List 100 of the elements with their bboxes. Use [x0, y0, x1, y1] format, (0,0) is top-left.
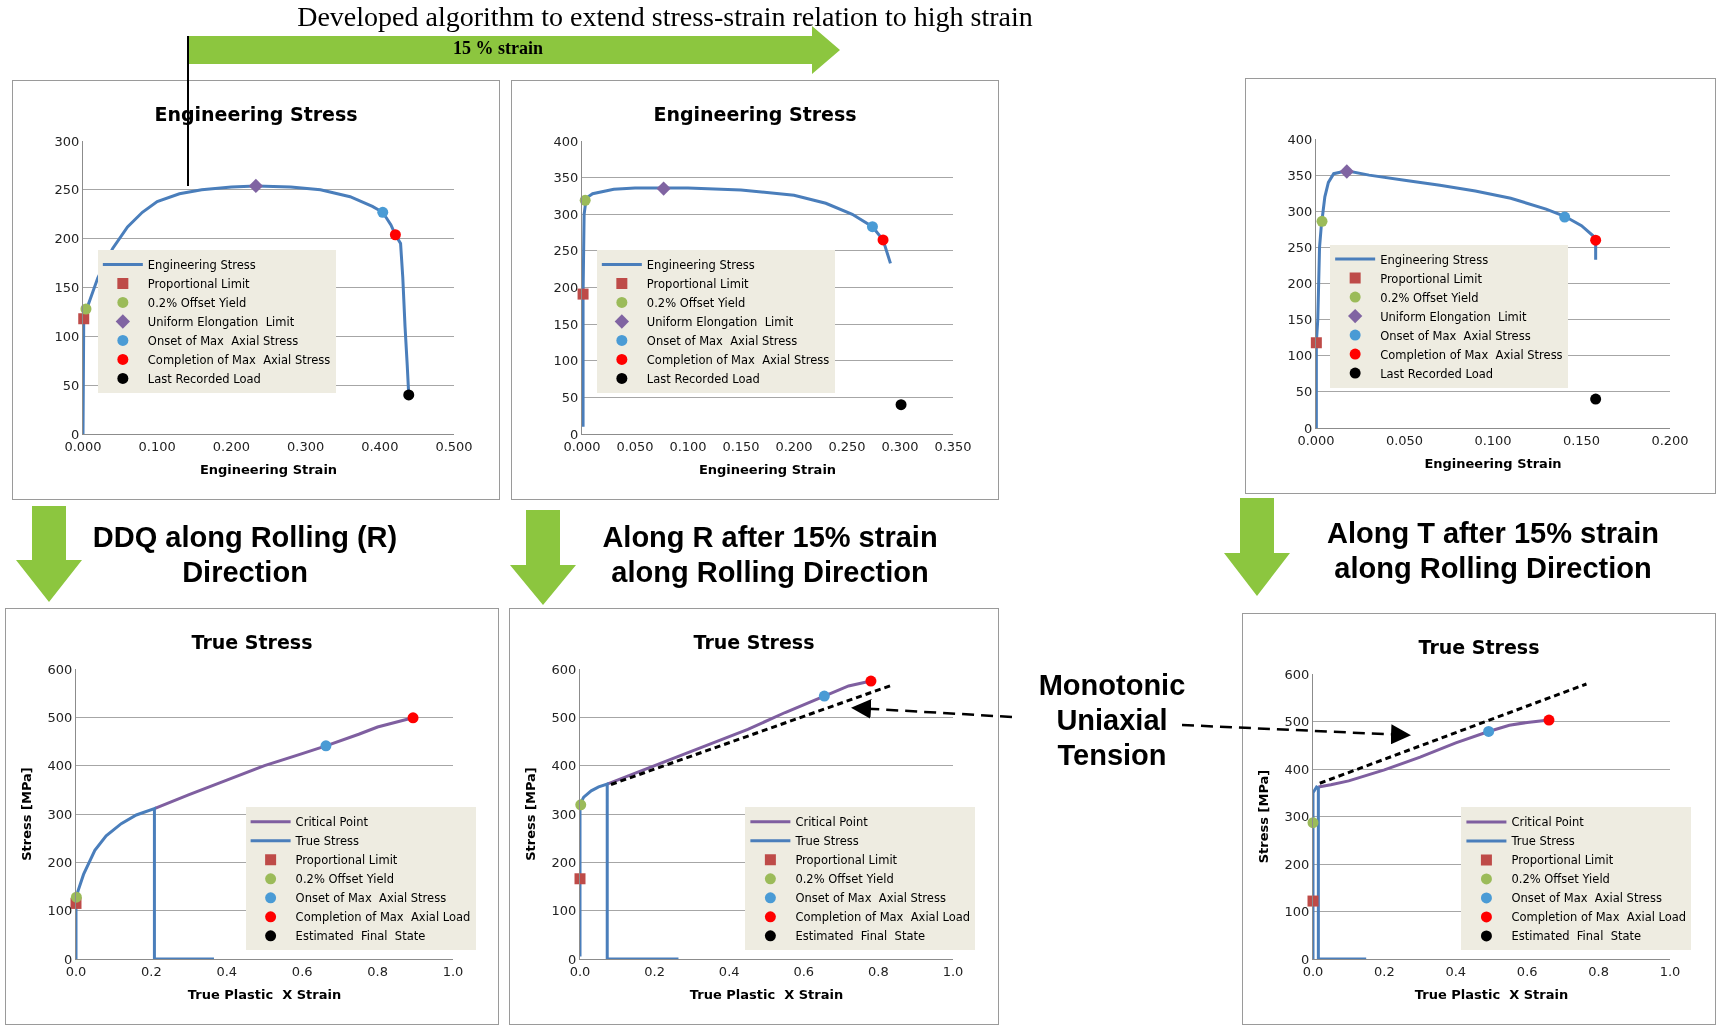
legend-label: Proportional Limit [795, 853, 898, 868]
legend-label: True Stress [294, 834, 360, 849]
legend-label: 0.2% Offset Yield [1511, 872, 1610, 887]
text: Along T after 15% strain along Rolling Direction [1326, 516, 1660, 586]
legend-label: Uniform Elongation Limit [1380, 309, 1527, 324]
x-tick-label: 0.050 [616, 438, 654, 454]
y-tick-label: 50 [62, 377, 80, 393]
y-tick-label: 150 [54, 280, 80, 296]
y-tick-label: 400 [47, 758, 73, 774]
y-tick-label: 100 [553, 353, 579, 369]
point [1559, 211, 1571, 223]
x-tick-label: 0.150 [722, 438, 760, 454]
x-tick-label: 0.250 [828, 438, 866, 454]
point [1316, 215, 1328, 227]
legend-label: Completion of Max Axial Load [795, 910, 971, 925]
point [818, 690, 830, 702]
y-tick-label: 200 [553, 280, 579, 296]
x-axis-title: Engineering Strain [698, 462, 837, 478]
y-tick-label: 250 [54, 182, 80, 198]
x-axis-title: Engineering Strain [1424, 456, 1562, 472]
y-tick-label: 100 [1287, 348, 1313, 364]
x-tick-label: 0.8 [367, 963, 388, 979]
x-tick-label: 0.8 [1588, 963, 1609, 979]
legend-label: Onset of Max Axial Stress [795, 891, 946, 906]
point [1483, 725, 1495, 737]
legend-label: Onset of Max Axial Stress [295, 891, 447, 906]
text: Along R after 15% strain along Rolling Direction [601, 520, 939, 590]
x-tick-label: 0.100 [138, 438, 176, 454]
y-tick-label: 50 [561, 389, 579, 405]
point [377, 206, 389, 218]
y-tick-label: 600 [47, 661, 73, 677]
point [866, 221, 878, 233]
x-tick-label: 0.300 [881, 438, 919, 454]
legend-label: Uniform Elongation Limit [147, 314, 295, 329]
legend-label: Completion of Max Axial Stress [1380, 347, 1563, 362]
chart-title: True Stress [693, 631, 815, 654]
y-axis-title: Stress [MPa] [19, 767, 35, 861]
legend-label: Estimated Final State [1511, 929, 1642, 944]
point [389, 229, 401, 241]
x-tick-label: 0.350 [934, 438, 972, 454]
x-tick-label: 0.500 [435, 438, 473, 454]
legend-label: Engineering Stress [1380, 252, 1489, 267]
text: 15 % strain [452, 38, 544, 60]
legend-label: Completion of Max Axial Stress [646, 352, 830, 367]
x-tick-label: 1.0 [942, 963, 964, 979]
x-axis-title: True Plastic X Strain [187, 987, 342, 1003]
y-tick-label: 500 [1284, 714, 1310, 730]
legend-label: Engineering Stress [147, 257, 256, 272]
chart-title: Engineering Stress [653, 103, 857, 126]
y-tick-label: 350 [553, 170, 579, 186]
y-tick-label: 200 [54, 231, 80, 247]
y-tick-label: 50 [1295, 384, 1313, 400]
y-tick-label: 300 [1287, 203, 1313, 219]
legend-label: Completion of Max Axial Load [295, 910, 471, 925]
legend-label: Proportional Limit [295, 853, 398, 868]
legend-label: Estimated Final State [795, 929, 926, 944]
y-tick-label: 350 [1287, 167, 1313, 183]
legend-label: Onset of Max Axial Stress [646, 333, 798, 348]
y-tick-label: 500 [551, 709, 577, 725]
legend-label: True Stress [794, 834, 859, 849]
point [895, 399, 907, 411]
x-tick-label: 0.8 [868, 963, 889, 979]
text: Developed algorithm to extend stress-strain relation to high strain [296, 0, 1034, 34]
x-tick-label: 1.0 [1659, 963, 1681, 979]
x-tick-label: 0.200 [212, 438, 251, 454]
legend-label: 0.2% Offset Yield [1380, 290, 1479, 305]
y-tick-label: 500 [47, 709, 73, 725]
y-tick-label: 100 [1284, 904, 1310, 920]
point [1339, 164, 1354, 179]
point [407, 712, 419, 724]
y-tick-label: 600 [1284, 666, 1310, 682]
y-tick-label: 600 [551, 661, 577, 677]
legend-label: Estimated Final State [295, 929, 426, 944]
y-tick-label: 250 [1287, 239, 1313, 255]
legend-label: Proportional Limit [147, 276, 251, 291]
point [403, 389, 415, 401]
point [320, 740, 332, 752]
legend-label: 0.2% Offset Yield [147, 295, 247, 310]
point [1543, 714, 1555, 726]
x-tick-label: 0.2 [141, 963, 162, 979]
y-tick-label: 250 [553, 243, 579, 259]
point [248, 178, 264, 194]
x-tick-label: 0.2 [644, 963, 665, 979]
point [1310, 337, 1322, 349]
x-tick-label: 0.4 [216, 963, 238, 979]
legend-label: 0.2% Offset Yield [646, 295, 746, 310]
x-tick-label: 0.300 [286, 438, 325, 454]
legend-label: Completion of Max Axial Load [1511, 910, 1687, 925]
y-tick-label: 100 [551, 903, 577, 919]
legend-label: Last Recorded Load [1380, 366, 1494, 381]
x-tick-label: 0.4 [718, 963, 740, 979]
y-tick-label: 300 [553, 206, 579, 222]
x-axis-title: Engineering Strain [199, 462, 338, 478]
y-tick-label: 400 [551, 758, 577, 774]
legend-label: Critical Point [295, 815, 369, 830]
x-tick-label: 0.2 [1374, 963, 1395, 979]
chart-title: True Stress [191, 631, 313, 654]
line-series [1313, 785, 1368, 959]
x-tick-label: 0.200 [775, 438, 813, 454]
point [579, 194, 591, 206]
